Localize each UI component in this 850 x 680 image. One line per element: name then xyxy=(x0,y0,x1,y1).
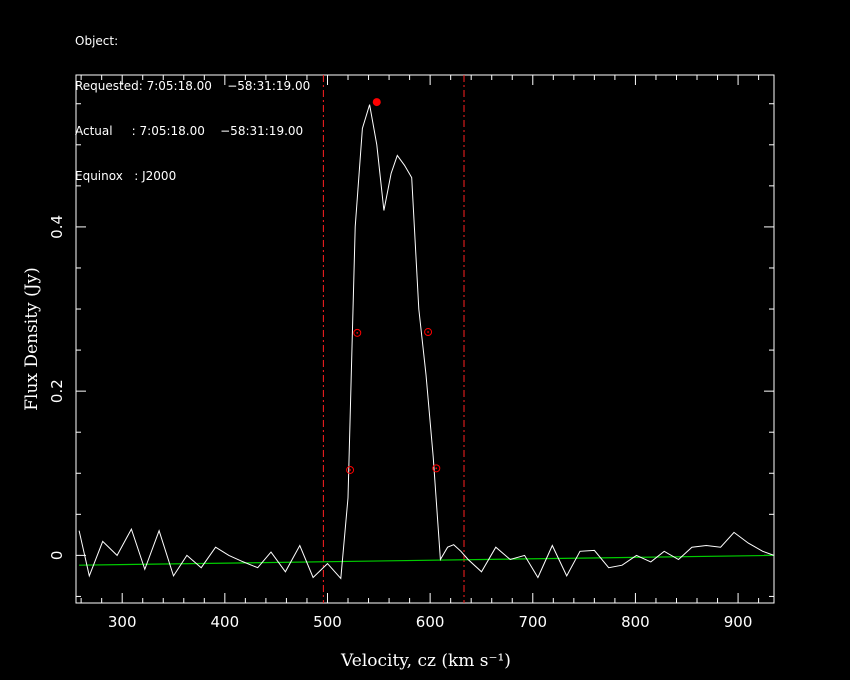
width-marker xyxy=(424,328,433,337)
object-header: Object: Requested: 7:05:18.00 −58:31:19.… xyxy=(75,4,310,199)
plot-frame xyxy=(75,74,775,604)
equinox-label: Equinox : J2000 xyxy=(75,169,177,183)
width-marker-dot xyxy=(427,331,429,333)
width-marker xyxy=(346,465,355,474)
y-tick-label: 0.2 xyxy=(48,379,66,403)
x-tick-label: 800 xyxy=(621,613,650,631)
width-marker-dot xyxy=(435,467,438,470)
spectrum-group xyxy=(78,104,775,580)
y-tick-labels: 0 0.2 0.4 xyxy=(48,215,66,560)
width-marker-dot xyxy=(356,331,359,334)
width-marker xyxy=(353,328,362,337)
axis-ticks xyxy=(76,75,774,603)
width-marker-dot xyxy=(349,469,351,471)
x-tick-label: 400 xyxy=(211,613,240,631)
spectrum-line xyxy=(78,104,775,580)
velocity-limit-lines xyxy=(322,75,465,603)
x-tick-label: 300 xyxy=(108,613,137,631)
width-marker xyxy=(432,464,441,473)
baseline-fit-group xyxy=(79,554,775,566)
x-tick-label: 900 xyxy=(724,613,753,631)
requested-coordinates: Requested: 7:05:18.00 −58:31:19.00 xyxy=(75,79,311,93)
y-tick-label: 0 xyxy=(48,551,66,561)
marker-group xyxy=(346,98,441,474)
y-tick-label: 0.4 xyxy=(48,215,66,239)
peak-marker xyxy=(372,98,381,107)
x-tick-labels: 300 400 500 600 700 800 900 xyxy=(108,613,753,631)
actual-coordinates: Actual : 7:05:18.00 −58:31:19.00 xyxy=(75,124,304,138)
y-axis-label: Flux Density (Jy) xyxy=(22,267,42,411)
object-label: Object: xyxy=(75,34,119,48)
baseline-fit-line xyxy=(79,554,775,566)
x-axis-label: Velocity, cz (km s⁻¹) xyxy=(340,651,511,671)
x-tick-label: 500 xyxy=(313,613,342,631)
x-tick-label: 700 xyxy=(518,613,547,631)
x-tick-label: 600 xyxy=(416,613,445,631)
